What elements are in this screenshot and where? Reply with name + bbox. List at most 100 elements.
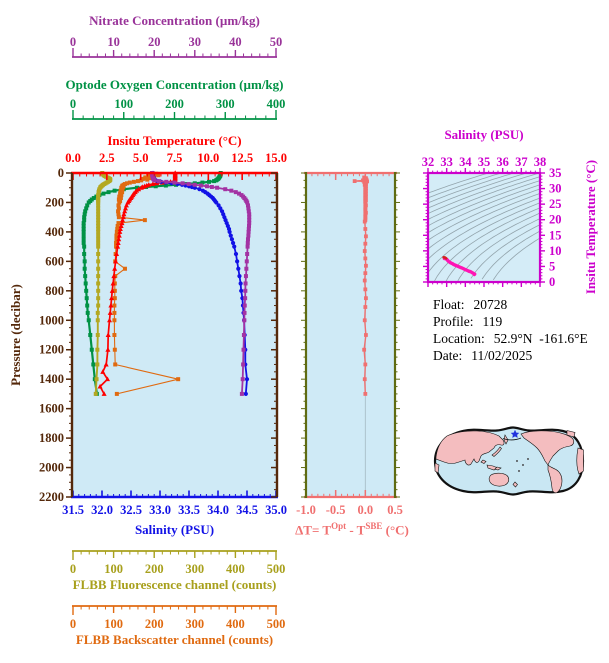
delta-marker	[363, 392, 368, 396]
marker-fluorescence	[95, 310, 100, 315]
marker-nitrate	[246, 229, 251, 234]
marker-oxygen	[81, 229, 86, 234]
marker-backscatter	[116, 215, 121, 220]
marker-backscatter	[114, 244, 119, 249]
marker-nitrate	[243, 296, 248, 301]
map-north-america	[520, 430, 575, 466]
fluorescence-axis-title: FLBB Fluorescence channel (counts)	[72, 577, 277, 592]
marker-fluorescence	[95, 318, 100, 323]
marker-temperature	[111, 273, 117, 279]
ts-temp-tick-label: 20	[549, 213, 562, 227]
pressure-tick-label: 1400	[39, 372, 64, 386]
marker-temperature	[100, 369, 106, 374]
tick-label: 500	[267, 617, 286, 631]
tick-label: 33	[440, 155, 453, 169]
marker-fluorescence	[93, 391, 98, 396]
marker-fluorescence	[96, 296, 101, 301]
ts-curve-surface-lead	[442, 255, 448, 260]
marker-backscatter	[119, 193, 124, 198]
tick-label: 34.0	[207, 503, 229, 517]
marker-backscatter	[143, 175, 148, 180]
marker-oxygen	[89, 347, 94, 352]
delta-marker	[363, 227, 368, 231]
float-info-block: Float: 20728 Profile: 119 Location: 52.9°N …	[433, 296, 588, 364]
marker-nitrate	[246, 233, 251, 238]
marker-nitrate	[229, 188, 234, 193]
marker-oxygen	[207, 179, 212, 184]
marker-fluorescence	[96, 229, 101, 234]
marker-nitrate	[242, 303, 247, 308]
map-island-2	[522, 464, 524, 466]
marker-oxygen	[200, 180, 205, 185]
map-island-4	[518, 470, 520, 472]
marker-nitrate	[172, 180, 177, 185]
marker-oxygen	[86, 200, 91, 205]
marker-temperature	[109, 295, 115, 301]
marker-temperature	[113, 258, 119, 264]
marker-oxygen	[82, 252, 87, 256]
delta-plot-area	[306, 173, 395, 497]
marker-nitrate	[247, 221, 252, 226]
marker-backscatter	[124, 181, 129, 186]
marker-oxygen	[163, 183, 168, 188]
marker-backscatter	[121, 184, 126, 189]
pressure-tick-label: 1800	[39, 431, 64, 445]
oxygen-axis-title: Optode Oxygen Concentration (µm/kg)	[65, 77, 284, 92]
marker-backscatter	[114, 391, 119, 396]
tick-label: 10.0	[197, 151, 219, 165]
isopycnal-line	[428, 197, 540, 260]
marker-oxygen	[82, 259, 87, 264]
marker-fluorescence	[96, 274, 101, 279]
marker-temperature	[122, 208, 128, 214]
marker-nitrate	[247, 218, 252, 223]
marker-fluorescence	[96, 212, 101, 217]
map-aleutians	[502, 437, 522, 441]
isopycnal-line	[428, 180, 540, 227]
delta-marker	[363, 241, 368, 246]
marker-backscatter	[112, 281, 117, 286]
marker-backscatter	[176, 377, 181, 382]
marker-backscatter	[139, 178, 144, 183]
marker-fluorescence	[96, 266, 101, 271]
date-row: Date: 11/02/2025	[433, 347, 588, 364]
pressure-tick-label: 1200	[39, 343, 64, 357]
marker-fluorescence	[96, 233, 101, 238]
isopycnal-line	[428, 173, 503, 199]
marker-temperature	[123, 205, 129, 211]
marker-nitrate	[242, 318, 247, 323]
marker-oxygen	[86, 318, 91, 323]
tick-label: 100	[104, 562, 123, 576]
marker-nitrate	[237, 191, 242, 196]
marker-fluorescence	[96, 215, 101, 220]
tick-label: 0	[70, 97, 76, 111]
marker-fluorescence	[96, 206, 101, 211]
tick-label: 300	[185, 617, 204, 631]
marker-backscatter	[112, 333, 117, 337]
marker-oxygen	[153, 184, 158, 189]
delta-t-axis-title: ΔT= TOpt - TSBE (°C)	[281, 521, 423, 538]
float-id-value: 20728	[473, 297, 508, 312]
tick-label: 33.5	[178, 503, 200, 517]
marker-nitrate	[243, 288, 248, 293]
marker-backscatter	[116, 221, 121, 226]
location-row: Location: 52.9°N -161.6°E	[433, 330, 588, 347]
pressure-tick-label: 800	[45, 284, 64, 298]
marker-backscatter	[135, 179, 140, 184]
marker-nitrate	[192, 182, 197, 187]
pressure-axis-title: Pressure (decibar)	[8, 284, 23, 386]
marker-temperature	[117, 229, 123, 234]
marker-backscatter	[120, 187, 125, 192]
profile-row: Profile: 119	[433, 313, 588, 330]
delta-t-label-sup1: Opt	[331, 521, 347, 531]
isopycnal-line	[470, 224, 540, 279]
marker-temperature	[117, 226, 123, 231]
tick-label: 34	[459, 155, 472, 169]
marker-temperature	[107, 310, 113, 315]
marker-fluorescence	[96, 226, 101, 231]
marker-temperature	[115, 243, 121, 249]
tick-label: 100	[104, 617, 123, 631]
marker-oxygen	[81, 237, 86, 242]
marker-fluorescence	[96, 209, 101, 214]
marker-backscatter	[116, 203, 121, 208]
marker-backscatter	[114, 233, 119, 238]
